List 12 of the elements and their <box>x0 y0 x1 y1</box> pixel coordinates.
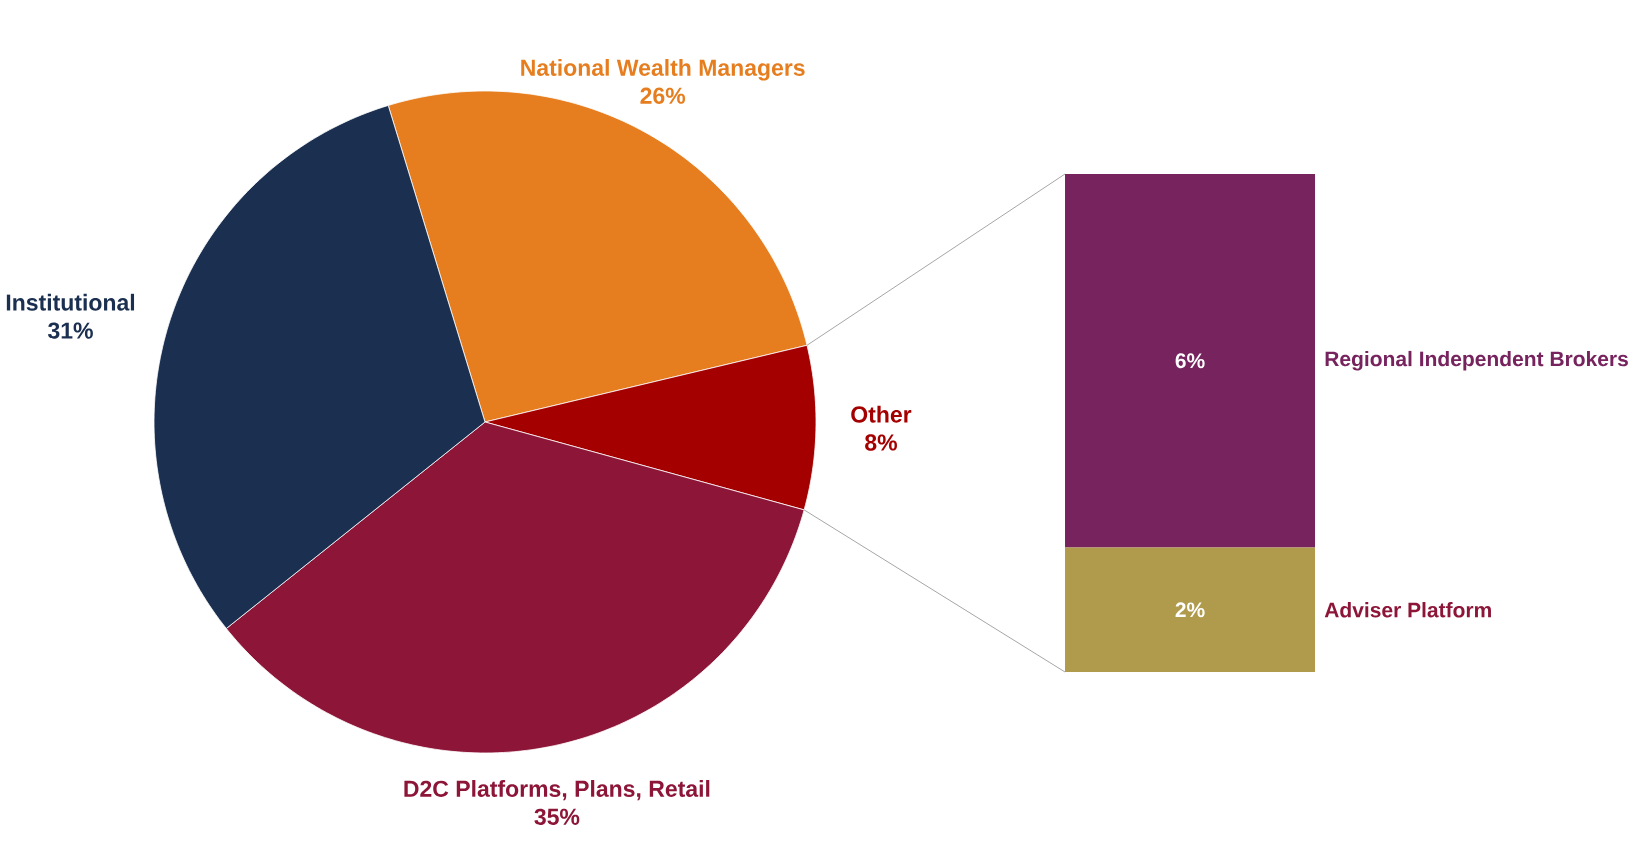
series-label: Adviser Platform <box>1324 602 1491 618</box>
data-label: 26% <box>640 87 686 104</box>
data-label: 8% <box>865 434 897 451</box>
data-label: 6% <box>1175 353 1205 369</box>
slice-label: National Wealth Managers <box>521 59 805 81</box>
data-label: 2% <box>1175 602 1205 618</box>
slice-label: Institutional <box>6 293 135 311</box>
data-label: 35% <box>534 808 580 825</box>
data-label: 31% <box>48 322 93 339</box>
slice-label: Other <box>851 405 912 423</box>
slice-label: D2C Platforms, Plans, Retail <box>404 780 710 801</box>
series-label: Regional Independent Brokers <box>1325 350 1628 371</box>
